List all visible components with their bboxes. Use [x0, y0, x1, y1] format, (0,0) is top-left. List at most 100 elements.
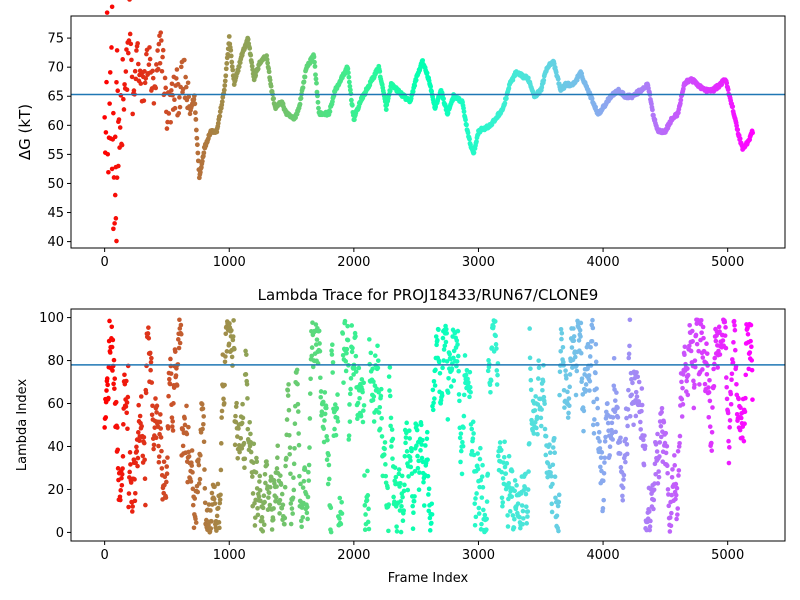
- lambda-point: [401, 508, 407, 513]
- lambda-point: [680, 385, 685, 391]
- lambda-point: [217, 497, 223, 502]
- lambda-point: [402, 482, 407, 488]
- lambda-point: [688, 348, 694, 354]
- lambda-point: [726, 438, 731, 444]
- lambda-point: [466, 380, 471, 385]
- lambda-point: [262, 471, 268, 477]
- delta-g-point: [124, 87, 130, 93]
- delta-g-point: [463, 117, 468, 123]
- lambda-point: [732, 323, 737, 328]
- lambda-point: [465, 376, 470, 382]
- lambda-point: [243, 372, 249, 377]
- lambda-point: [500, 500, 506, 505]
- lambda-point: [485, 368, 491, 374]
- lambda-point: [388, 415, 394, 421]
- lambda-point: [631, 422, 636, 428]
- lambda-point: [726, 460, 732, 466]
- lambda-point: [602, 439, 608, 444]
- lambda-point: [344, 350, 349, 356]
- lambda-point: [191, 525, 197, 531]
- lambda-point: [386, 502, 392, 507]
- lambda-points: [102, 317, 755, 535]
- lambda-point: [275, 443, 281, 449]
- delta-g-point: [215, 120, 221, 126]
- delta-g-x-axis: 0 1000 2000 3000 4000 5000: [101, 248, 744, 270]
- lambda-point: [135, 455, 141, 461]
- lambda-point: [664, 463, 670, 469]
- lambda-point: [476, 505, 482, 511]
- lambda-point: [125, 426, 130, 432]
- lambda-point: [232, 346, 237, 352]
- lambda-point: [449, 366, 455, 371]
- lambda-point: [444, 359, 450, 364]
- delta-g-point: [191, 96, 197, 102]
- lambda-point: [716, 348, 721, 354]
- delta-g-point: [229, 59, 235, 65]
- lambda-point: [227, 321, 232, 326]
- delta-g-point: [265, 60, 271, 66]
- lambda-point: [356, 365, 362, 371]
- delta-g-point: [312, 59, 317, 65]
- lambda-point: [747, 350, 753, 355]
- lambda-point: [423, 443, 428, 448]
- lambda-point: [141, 434, 147, 440]
- lambda-point: [552, 450, 558, 455]
- lambda-point: [164, 471, 170, 477]
- lambda-point: [451, 378, 457, 384]
- lambda-point: [319, 409, 325, 415]
- lambda-point: [358, 413, 364, 419]
- lambda-point: [461, 425, 466, 430]
- x-tick-label: 0: [101, 255, 109, 270]
- lambda-point: [382, 446, 387, 452]
- delta-g-point: [178, 64, 184, 70]
- lambda-point: [623, 459, 628, 465]
- lambda-point: [342, 318, 348, 324]
- lambda-point: [307, 391, 313, 396]
- lambda-point: [223, 331, 229, 337]
- lambda-point: [332, 402, 338, 407]
- delta-g-point: [541, 77, 547, 83]
- lambda-point: [159, 448, 164, 454]
- lambda-point: [444, 326, 449, 332]
- lambda-point: [477, 484, 482, 490]
- delta-g-point: [177, 95, 182, 100]
- lambda-point: [574, 368, 580, 374]
- lambda-point: [288, 471, 293, 477]
- delta-g-point: [245, 37, 251, 42]
- lambda-point: [549, 509, 555, 515]
- delta-g-point: [146, 62, 152, 67]
- lambda-point: [445, 417, 451, 422]
- lambda-point: [421, 503, 427, 508]
- lambda-point: [124, 378, 129, 384]
- lambda-point: [102, 425, 107, 430]
- lambda-point: [577, 327, 583, 333]
- lambda-point: [432, 383, 438, 388]
- lambda-point: [348, 376, 354, 381]
- delta-g-point: [124, 47, 129, 52]
- delta-g-point: [134, 48, 139, 53]
- lambda-point: [707, 377, 712, 383]
- lambda-point: [333, 432, 339, 438]
- delta-g-panel: 0 1000 2000 3000 4000 5000 40 45 50 55 60 65 70 75 Δ…: [16, 0, 786, 270]
- lambda-point: [597, 439, 602, 444]
- delta-g-point: [214, 129, 220, 135]
- lambda-point: [424, 436, 430, 442]
- delta-g-point: [169, 81, 175, 87]
- lambda-point: [330, 360, 336, 365]
- lambda-point: [654, 449, 660, 454]
- lambda-point: [250, 491, 256, 496]
- lambda-point: [547, 442, 552, 447]
- lambda-point: [201, 421, 206, 427]
- lambda-point: [666, 503, 672, 509]
- lambda-point: [552, 474, 558, 479]
- lambda-point: [330, 342, 335, 347]
- lambda-point: [629, 392, 635, 398]
- lambda-point: [590, 325, 596, 331]
- lambda-point: [318, 389, 324, 394]
- lambda-point: [679, 379, 684, 385]
- lambda-point: [601, 470, 607, 476]
- lambda-point: [431, 379, 437, 384]
- lambda-point: [123, 404, 129, 409]
- lambda-point: [124, 400, 130, 405]
